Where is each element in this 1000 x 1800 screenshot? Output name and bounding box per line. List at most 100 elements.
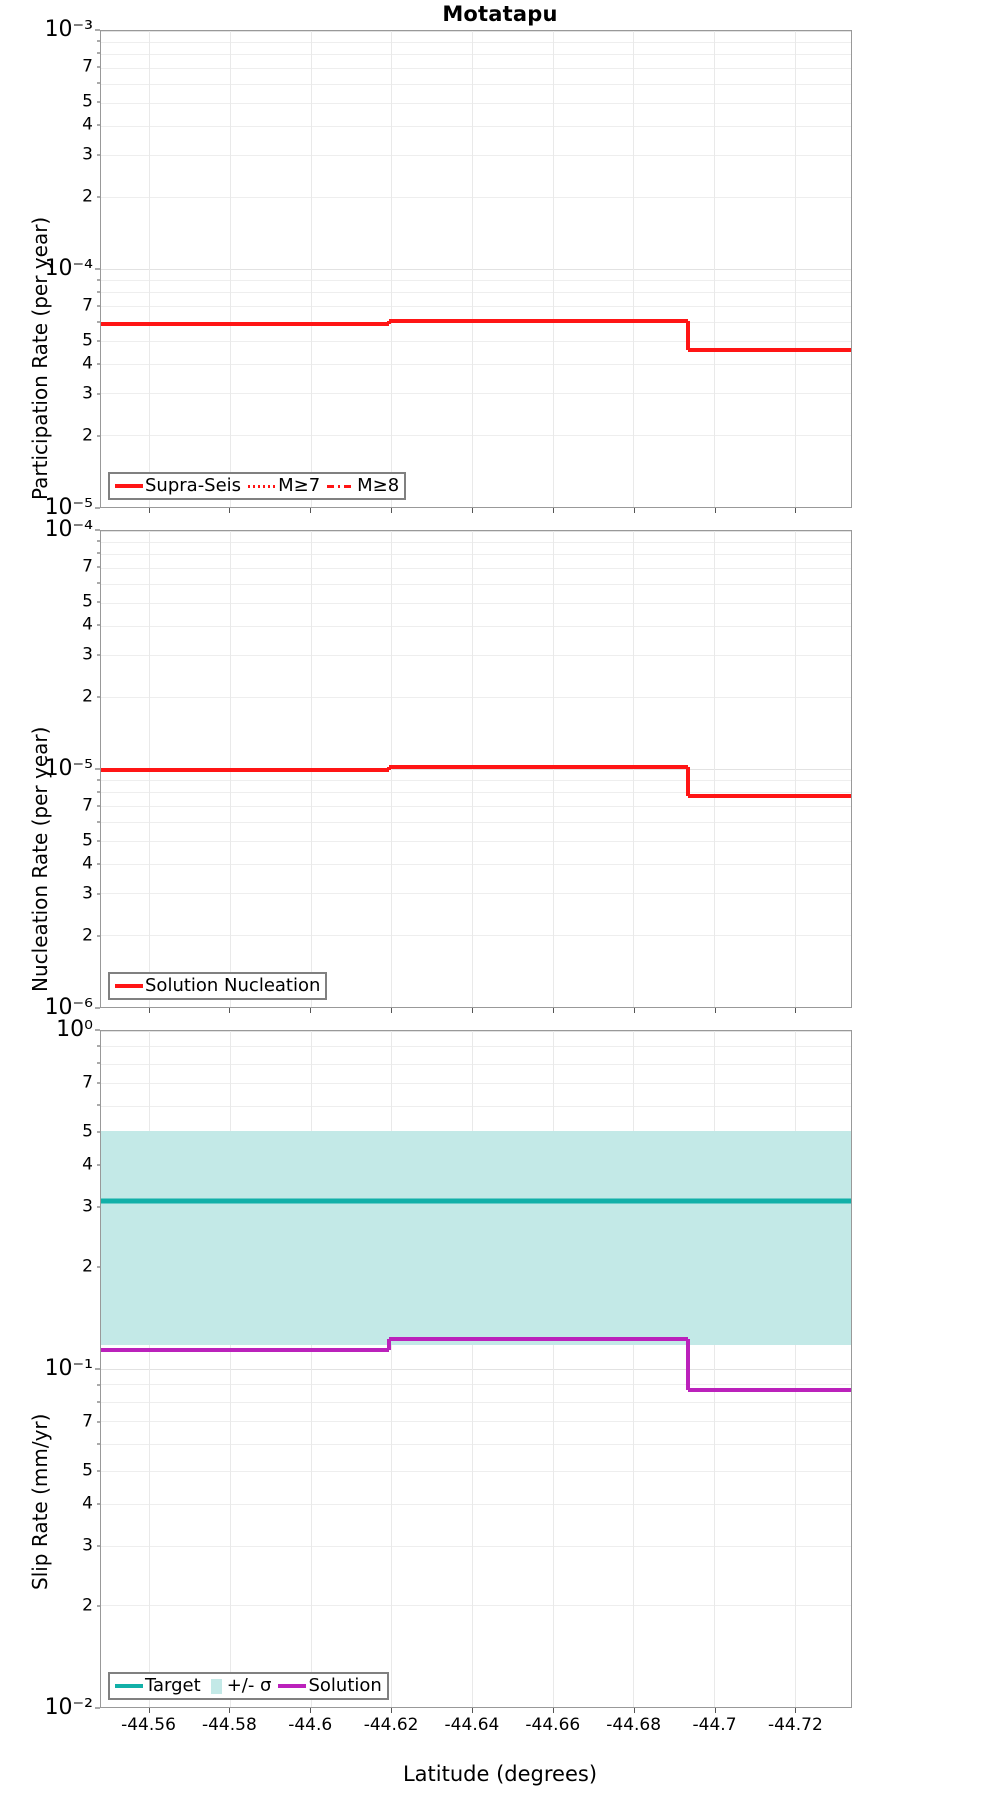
y-tick-mark [97, 279, 100, 281]
y-tick-mark [95, 768, 100, 770]
gridline-horizontal [101, 1421, 851, 1423]
x-tick-label: -44.66 [525, 1715, 581, 1735]
y-tick-mark [97, 791, 100, 793]
series-segment [101, 1198, 851, 1204]
x-tick-mark [714, 508, 716, 513]
y-tick-mark [95, 1368, 100, 1370]
series-segment [101, 322, 390, 326]
y-tick-label-minor: 7 [82, 1072, 93, 1092]
series-segment [101, 768, 390, 773]
series-step-riser [685, 1338, 690, 1391]
x-tick-mark [148, 508, 150, 513]
gridline-horizontal [101, 567, 851, 569]
y-tick-label-decade: 10⁻⁵ [44, 756, 93, 781]
y-tick-mark [97, 82, 100, 84]
gridline-horizontal [101, 625, 851, 627]
gridline-vertical [794, 31, 796, 507]
panel-nucleation-rate: Nucleation Rate (per year) Solution Nucl… [28, 519, 852, 1019]
x-tick-mark [148, 1008, 150, 1013]
plot-area-participation [100, 30, 852, 508]
gridline-horizontal [101, 554, 851, 556]
gridline-horizontal [101, 769, 851, 770]
gridline-horizontal [101, 602, 851, 604]
legend-entry[interactable]: +/- σ [208, 1675, 272, 1696]
y-tick-mark [97, 893, 100, 895]
x-tick-mark [391, 1708, 393, 1713]
x-tick-mark [714, 1008, 716, 1013]
gridline-horizontal [101, 935, 851, 937]
y-tick-label-minor: 5 [82, 1121, 93, 1142]
y-tick-mark [97, 1045, 100, 1046]
x-tick-label: -44.68 [606, 1715, 662, 1735]
legend-swatch-icon [248, 484, 277, 488]
y-tick-mark [95, 268, 100, 270]
axis-label-x: Latitude (degrees) [402, 1762, 598, 1786]
legend-participation[interactable]: Supra-Seis M≥7 M≥8 [108, 472, 407, 500]
y-tick-label-minor: 4 [82, 353, 93, 374]
gridline-vertical [633, 31, 635, 507]
y-tick-mark [97, 1206, 100, 1208]
gridline-horizontal [101, 305, 851, 307]
gridline-horizontal [101, 821, 851, 823]
x-tick-mark [552, 1008, 554, 1013]
y-tick-mark [97, 340, 100, 342]
gridline-vertical [391, 31, 393, 507]
y-tick-mark [97, 52, 100, 54]
y-tick-mark [97, 66, 100, 68]
x-tick-mark [148, 1708, 150, 1713]
gridline-horizontal [101, 292, 851, 294]
x-tick-mark [633, 1708, 635, 1713]
gridline-vertical [391, 1031, 393, 1707]
gridline-horizontal [101, 1443, 851, 1445]
y-tick-label-minor: 2 [82, 425, 93, 446]
y-tick-mark [97, 863, 100, 865]
y-tick-mark [97, 196, 100, 198]
y-tick-mark [97, 779, 100, 781]
gridline-horizontal [101, 1707, 851, 1708]
x-tick-mark [310, 1708, 312, 1713]
legend-entry[interactable]: Supra-Seis [115, 477, 241, 495]
y-tick-mark [97, 1401, 100, 1403]
x-tick-mark [471, 1708, 473, 1713]
legend-entry[interactable]: M≥8 [327, 477, 399, 495]
y-tick-mark [97, 582, 100, 584]
legend-entry[interactable]: Target [115, 1677, 201, 1695]
gridline-horizontal [101, 1605, 851, 1607]
legend-slip-rate[interactable]: Target +/- σ Solution [108, 1672, 389, 1700]
gridline-horizontal [101, 1401, 851, 1403]
x-tick-mark [229, 508, 231, 513]
y-tick-mark [97, 154, 100, 156]
series-segment [101, 1347, 390, 1352]
y-tick-mark [97, 624, 100, 626]
y-tick-label-decade: 10⁻⁶ [44, 995, 93, 1020]
legend-swatch-icon [210, 1678, 222, 1694]
y-tick-mark [97, 805, 100, 807]
gridline-horizontal [101, 31, 851, 32]
legend-swatch-icon [327, 484, 356, 488]
gridline-horizontal [101, 779, 851, 781]
y-tick-label-minor: 5 [82, 830, 93, 851]
gridline-vertical [713, 1031, 715, 1707]
y-tick-mark [97, 321, 100, 323]
y-tick-mark [97, 1062, 100, 1064]
legend-label: +/- σ [226, 1675, 272, 1696]
series-step-riser [685, 320, 690, 351]
gridline-vertical [794, 531, 796, 1007]
y-tick-label-minor: 7 [82, 295, 93, 316]
gridline-horizontal [101, 435, 851, 437]
gridline-horizontal [101, 583, 851, 585]
x-tick-mark [552, 1708, 554, 1713]
y-tick-label-decade: 10⁻⁴ [44, 517, 93, 542]
y-tick-label-minor: 7 [82, 795, 93, 816]
legend-nucleation[interactable]: Solution Nucleation [108, 972, 328, 1000]
y-tick-label-minor: 3 [82, 1196, 93, 1217]
gridline-horizontal [101, 393, 851, 395]
legend-entry[interactable]: Solution Nucleation [115, 977, 320, 995]
legend-entry[interactable]: M≥7 [248, 477, 320, 495]
x-tick-mark [795, 508, 797, 513]
legend-entry[interactable]: Solution [278, 1677, 382, 1695]
legend-label: Supra-Seis [145, 475, 242, 496]
gridline-horizontal [101, 1083, 851, 1085]
series-segment [687, 1388, 851, 1393]
gridline-horizontal [101, 1063, 851, 1065]
